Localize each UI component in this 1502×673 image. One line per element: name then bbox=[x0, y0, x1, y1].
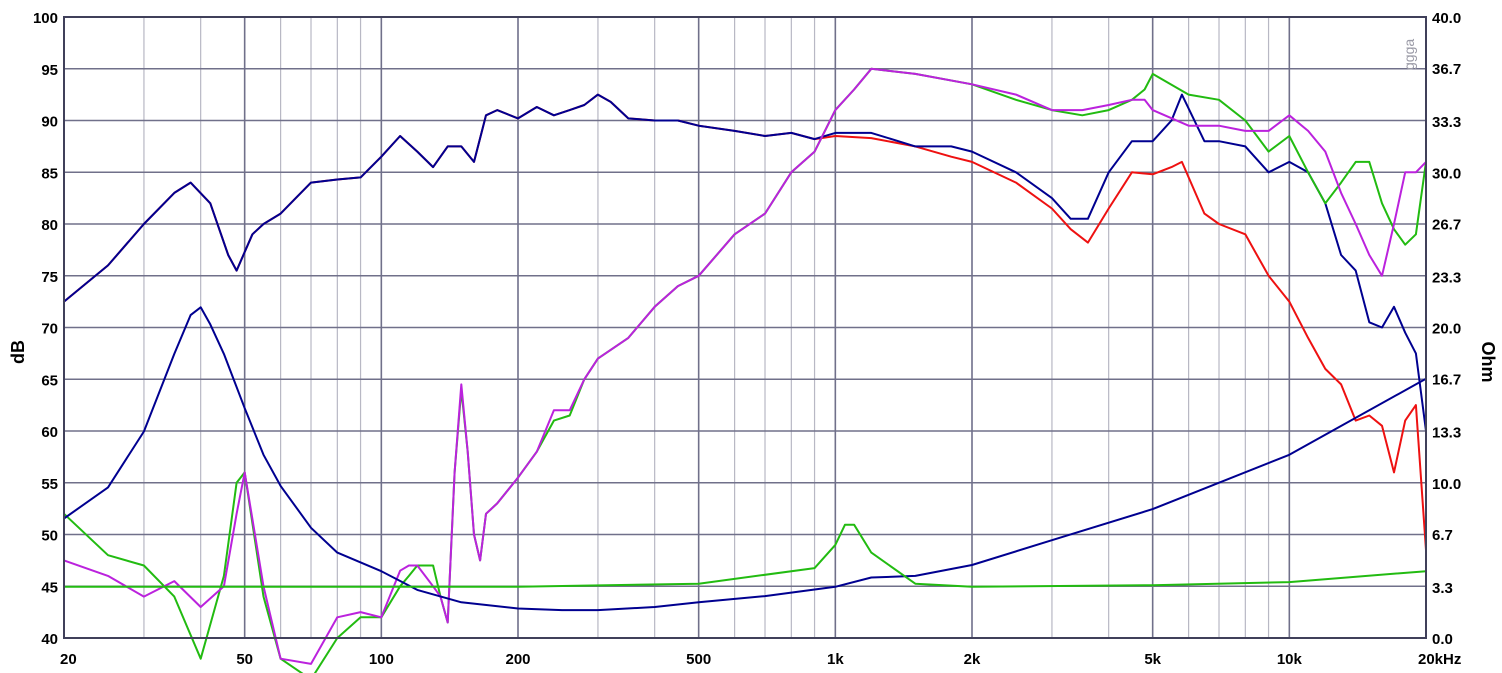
x-tick-label: 10k bbox=[1277, 651, 1303, 668]
y2-axis-ticks: 0.0 3.3 6.7 10.0 13.3 16.7 20.0 23.3 26.7 30.0 33.… bbox=[1432, 10, 1461, 648]
y2-tick-label: 26.7 bbox=[1432, 216, 1461, 233]
y-tick-label: 70 bbox=[41, 321, 58, 338]
series-line-5 bbox=[63, 306, 1427, 612]
x-tick-label: 20kHz bbox=[1418, 651, 1461, 668]
y-tick-label: 85 bbox=[41, 165, 58, 182]
y2-tick-label: 23.3 bbox=[1432, 269, 1461, 286]
y-tick-label: 65 bbox=[41, 372, 58, 389]
y2-tick-label: 40.0 bbox=[1432, 10, 1461, 27]
y2-tick-label: 30.0 bbox=[1432, 165, 1461, 182]
y2-tick-label: 33.3 bbox=[1432, 114, 1461, 131]
grid bbox=[63, 16, 1427, 639]
y2-tick-label: 13.3 bbox=[1432, 425, 1461, 442]
y2-tick-label: 6.7 bbox=[1432, 527, 1453, 544]
x-tick-label: 500 bbox=[686, 651, 711, 668]
corner-mark: ggga bbox=[1401, 39, 1417, 70]
y2-tick-label: 0.0 bbox=[1432, 631, 1453, 648]
x-tick-label: 50 bbox=[236, 651, 253, 668]
x-axis-ticks: 20 50 100 200 500 1k 2k 5k 10k 20kHz bbox=[60, 651, 1461, 668]
y-axis-title: dB bbox=[8, 340, 28, 364]
y-tick-label: 45 bbox=[41, 579, 58, 596]
series-line-4 bbox=[63, 67, 1427, 665]
x-tick-label: 5k bbox=[1144, 651, 1161, 668]
y-tick-label: 80 bbox=[41, 217, 58, 234]
y-tick-label: 60 bbox=[41, 424, 58, 441]
x-tick-label: 200 bbox=[505, 651, 530, 668]
y2-tick-label: 3.3 bbox=[1432, 580, 1453, 597]
plot-frame bbox=[63, 16, 1427, 639]
y-tick-label: 95 bbox=[41, 62, 58, 79]
x-tick-label: 1k bbox=[827, 651, 844, 668]
y-tick-label: 40 bbox=[41, 631, 58, 648]
series-line-2 bbox=[63, 93, 1427, 432]
series-layer bbox=[63, 67, 1427, 673]
y-tick-label: 50 bbox=[41, 528, 58, 545]
series-line-6 bbox=[63, 523, 1427, 588]
y-tick-label: 100 bbox=[33, 10, 58, 27]
y-tick-label: 90 bbox=[41, 114, 58, 131]
y2-axis-title: Ohm bbox=[1478, 341, 1498, 382]
y2-tick-label: 10.0 bbox=[1432, 476, 1461, 493]
y2-tick-label: 16.7 bbox=[1432, 372, 1461, 389]
y2-tick-label: 36.7 bbox=[1432, 61, 1461, 78]
x-tick-label: 2k bbox=[964, 651, 981, 668]
y-tick-label: 55 bbox=[41, 476, 58, 493]
y-axis-ticks: 40 45 50 55 60 65 70 75 80 85 90 95 100 bbox=[33, 10, 58, 648]
y-tick-label: 75 bbox=[41, 269, 58, 286]
y2-tick-label: 20.0 bbox=[1432, 321, 1461, 338]
x-tick-label: 100 bbox=[369, 651, 394, 668]
x-tick-label: 20 bbox=[60, 651, 77, 668]
